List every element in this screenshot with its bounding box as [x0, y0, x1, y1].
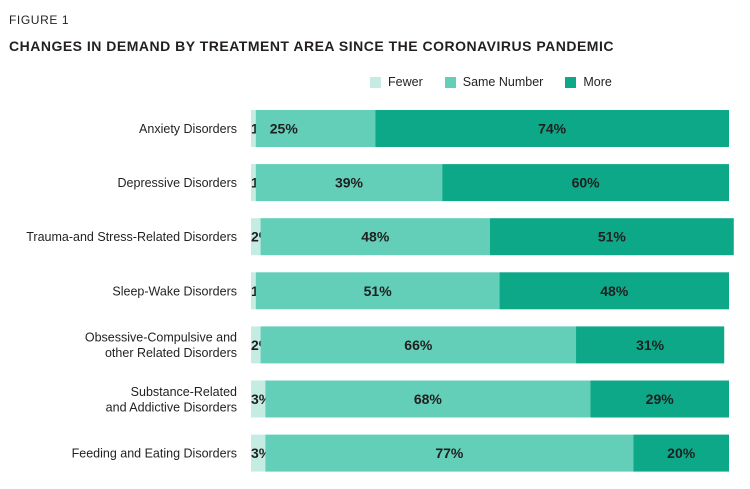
bar-more-substance-related-and-addictive-disorders — [590, 380, 729, 418]
chart-title: CHANGES IN DEMAND BY TREATMENT AREA SINC… — [9, 38, 614, 54]
category-label-obsessive-compulsive-and-other-related-disorders: Obsessive-Compulsive and other Related Di… — [85, 331, 237, 361]
legend-item-same-number: Same Number — [444, 75, 544, 89]
bar-more-trauma-and-stress-related-disorders — [490, 218, 734, 256]
legend-label-same-number: Same Number — [462, 75, 544, 89]
category-label-anxiety-disorders: Anxiety Disorders — [139, 122, 237, 136]
value-label-same-number-feeding-and-eating-disorders: 77% — [435, 445, 464, 461]
value-label-same-number-obsessive-compulsive-and-other-related-disorders: 66% — [404, 337, 433, 353]
value-label-same-number-anxiety-disorders: 25% — [270, 121, 299, 137]
bar-same-number-anxiety-disorders — [255, 110, 376, 147]
bar-same-number-substance-related-and-addictive-disorders — [265, 380, 591, 418]
category-label-feeding-and-eating-disorders: Feeding and Eating Disorders — [72, 447, 237, 461]
value-label-more-substance-related-and-addictive-disorders: 29% — [646, 391, 675, 407]
bar-same-number-feeding-and-eating-disorders — [265, 434, 634, 472]
bar-more-sleep-wake-disorders — [499, 272, 729, 310]
value-label-more-obsessive-compulsive-and-other-related-disorders: 31% — [636, 337, 665, 353]
figure-label: FIGURE 1 — [9, 13, 70, 27]
value-label-same-number-sleep-wake-disorders: 51% — [364, 283, 393, 299]
legend-label-fewer: Fewer — [388, 75, 423, 89]
bar-more-obsessive-compulsive-and-other-related-disorders — [576, 326, 725, 364]
category-label-substance-related-and-addictive-disorders: Substance-Related and Addictive Disorders — [106, 385, 237, 415]
bar-same-number-obsessive-compulsive-and-other-related-disorders — [260, 326, 577, 364]
value-label-more-trauma-and-stress-related-disorders: 51% — [598, 229, 627, 245]
bar-fewer-feeding-and-eating-disorders — [251, 434, 266, 472]
value-label-more-anxiety-disorders: 74% — [538, 121, 567, 137]
value-label-more-depressive-disorders: 60% — [572, 175, 601, 191]
legend-swatch-same-number — [444, 76, 456, 88]
value-label-same-number-depressive-disorders: 39% — [335, 175, 364, 191]
legend: Fewer Same Number More — [370, 75, 634, 89]
value-label-more-sleep-wake-disorders: 48% — [600, 283, 629, 299]
bar-same-number-trauma-and-stress-related-disorders — [260, 218, 490, 256]
bar-same-number-sleep-wake-disorders — [255, 272, 500, 310]
value-label-same-number-substance-related-and-addictive-disorders: 68% — [414, 391, 443, 407]
bar-fewer-anxiety-disorders — [251, 110, 256, 147]
legend-item-fewer: Fewer — [370, 75, 423, 89]
bar-fewer-trauma-and-stress-related-disorders — [251, 218, 261, 256]
value-label-more-feeding-and-eating-disorders: 20% — [667, 445, 696, 461]
category-label-trauma-and-stress-related-disorders: Trauma-and Stress-Related Disorders — [26, 230, 237, 244]
category-label-sleep-wake-disorders: Sleep-Wake Disorders — [112, 284, 237, 298]
category-label-depressive-disorders: Depressive Disorders — [118, 176, 237, 190]
legend-swatch-fewer — [370, 76, 381, 88]
bar-more-feeding-and-eating-disorders — [633, 434, 729, 472]
bar-fewer-depressive-disorders — [251, 164, 256, 202]
bar-fewer-substance-related-and-addictive-disorders — [251, 380, 266, 418]
bar-fewer-sleep-wake-disorders — [251, 272, 256, 310]
legend-item-more: More — [565, 75, 612, 89]
legend-label-more: More — [583, 75, 612, 89]
value-label-same-number-trauma-and-stress-related-disorders: 48% — [361, 229, 390, 245]
bar-more-depressive-disorders — [442, 164, 729, 202]
legend-swatch-more — [565, 76, 577, 88]
bar-same-number-depressive-disorders — [255, 164, 443, 202]
bar-fewer-obsessive-compulsive-and-other-related-disorders — [251, 326, 261, 364]
bar-more-anxiety-disorders — [375, 110, 729, 147]
